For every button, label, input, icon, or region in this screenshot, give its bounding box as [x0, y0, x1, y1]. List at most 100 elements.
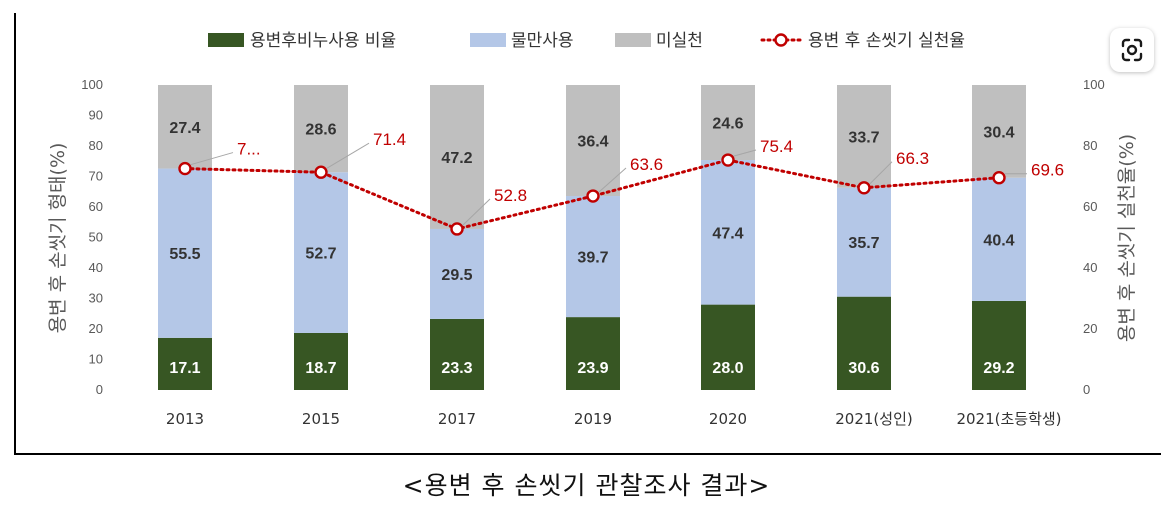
y-left-tick-label: 100 — [81, 77, 103, 92]
bar-water-only-7 — [972, 177, 1026, 301]
x-category-label: 2021(성인) — [835, 410, 912, 428]
y-right-tick-label: 80 — [1083, 138, 1097, 153]
x-category-label: 2020 — [709, 410, 747, 428]
bar-value-label: 47.2 — [441, 150, 472, 167]
bar-value-label: 18.7 — [305, 360, 336, 377]
bar-value-label: 30.4 — [983, 124, 1014, 141]
bar-value-label: 23.3 — [441, 360, 472, 377]
rate-marker — [857, 181, 871, 195]
bar-none-1 — [158, 85, 212, 169]
bar-soap-1 — [158, 337, 212, 390]
bar-none-3 — [430, 85, 484, 229]
rate-marker — [450, 222, 464, 236]
bar-value-label: 36.4 — [577, 134, 608, 151]
rate-leader-line — [733, 149, 757, 157]
bar-water-only-1 — [158, 168, 212, 338]
bar-value-label: 28.6 — [305, 122, 336, 139]
rate-value-label: 71.4 — [373, 130, 406, 149]
bar-value-label: 17.1 — [169, 360, 200, 377]
y-left-tick-label: 0 — [96, 382, 103, 397]
bar-none-5 — [701, 85, 755, 161]
bar-none-6 — [837, 85, 891, 188]
bar-value-label: 29.5 — [441, 267, 472, 284]
figure-caption: <용변 후 손씻기 관찰조사 결과> — [402, 471, 771, 500]
y-left-tick-label: 20 — [89, 321, 103, 336]
bar-value-label: 27.4 — [169, 120, 200, 137]
bar-soap-7 — [972, 300, 1026, 390]
bar-value-label: 39.7 — [577, 250, 608, 267]
bar-value-label: 28.0 — [712, 360, 743, 377]
rate-value-label: 52.8 — [494, 186, 527, 205]
rate-leader-line — [598, 167, 627, 193]
legend-label-water: 물만사용 — [511, 31, 574, 51]
y-right-tick-label: 20 — [1083, 321, 1097, 336]
bar-value-label: 40.4 — [983, 232, 1014, 249]
y-left-tick-label: 80 — [89, 138, 103, 153]
bar-water-only-5 — [701, 160, 755, 305]
legend-marker-rate — [774, 33, 788, 47]
y-right-axis-title: 용변 후 손씻기 실천율(%) — [1116, 134, 1138, 342]
x-category-label: 2013 — [166, 410, 204, 428]
bar-none-4 — [566, 85, 620, 197]
y-left-axis-title: 용변 후 손씻기 형태(%) — [47, 143, 69, 334]
bar-value-label: 52.7 — [305, 246, 336, 263]
legend-swatch-water — [470, 33, 506, 47]
rate-marker — [314, 165, 328, 179]
google-lens-icon[interactable] — [1110, 28, 1154, 72]
bar-soap-3 — [430, 318, 484, 390]
bar-value-label: 30.6 — [848, 360, 879, 377]
bar-value-label: 29.2 — [983, 360, 1014, 377]
legend-label-none: 미실천 — [656, 31, 703, 51]
rate-value-label: 75.4 — [760, 137, 793, 156]
bar-water-only-6 — [837, 187, 891, 297]
rate-value-label: 63.6 — [630, 155, 663, 174]
chart-frame — [14, 13, 1161, 455]
rate-leader-line — [190, 152, 234, 166]
bar-value-label: 33.7 — [848, 129, 879, 146]
bar-water-only-3 — [430, 228, 484, 319]
x-category-label: 2017 — [438, 410, 476, 428]
rate-value-label: 66.3 — [896, 149, 929, 168]
stacked-bar-line-chart: 0 10 20 30 40 50 60 70 80 90 100 0 20 40 60 80 100 용변 후 손… — [47, 31, 1138, 428]
x-category-label: 2021(초등학생) — [956, 410, 1061, 428]
bar-water-only-4 — [566, 196, 620, 318]
y-left-tick-label: 10 — [89, 352, 103, 367]
bar-none-2 — [294, 85, 348, 173]
bar-soap-4 — [566, 317, 620, 390]
bar-value-label: 24.6 — [712, 116, 743, 133]
rate-value-label: 69.6 — [1031, 161, 1064, 180]
rate-value-label: 7... — [237, 140, 261, 159]
x-category-label: 2019 — [574, 410, 612, 428]
legend-swatch-soap — [208, 33, 244, 47]
rate-marker — [721, 153, 735, 167]
bar-value-label: 55.5 — [169, 246, 200, 263]
legend-label-rate: 용변 후 손씻기 실천율 — [808, 31, 965, 51]
y-left-tick-label: 50 — [89, 230, 103, 245]
y-left-tick-label: 60 — [89, 199, 103, 214]
bar-value-label: 23.9 — [577, 360, 608, 377]
y-left-tick-label: 40 — [89, 260, 103, 275]
rate-marker — [586, 189, 600, 203]
bar-soap-6 — [837, 296, 891, 390]
y-right-tick-label: 60 — [1083, 199, 1097, 214]
bar-soap-2 — [294, 332, 348, 390]
rate-marker — [992, 171, 1006, 185]
y-right-tick-label: 40 — [1083, 260, 1097, 275]
bar-value-label: 35.7 — [848, 235, 879, 252]
y-left-tick-label: 30 — [89, 291, 103, 306]
rate-leader-line — [462, 198, 491, 226]
rate-leader-line — [326, 142, 370, 169]
bar-value-label: 47.4 — [712, 225, 743, 242]
rate-leader-line — [869, 161, 893, 185]
bar-none-7 — [972, 85, 1026, 178]
y-left-tick-label: 70 — [89, 169, 103, 184]
x-category-label: 2015 — [302, 410, 340, 428]
legend-swatch-none — [615, 33, 651, 47]
bar-soap-5 — [701, 304, 755, 390]
y-left-tick-label: 90 — [89, 108, 103, 123]
y-right-tick-label: 100 — [1083, 77, 1105, 92]
legend-label-soap: 용변후비누사용 비율 — [250, 31, 396, 51]
bar-water-only-2 — [294, 172, 348, 333]
y-right-tick-label: 0 — [1083, 382, 1090, 397]
rate-marker — [178, 161, 192, 176]
